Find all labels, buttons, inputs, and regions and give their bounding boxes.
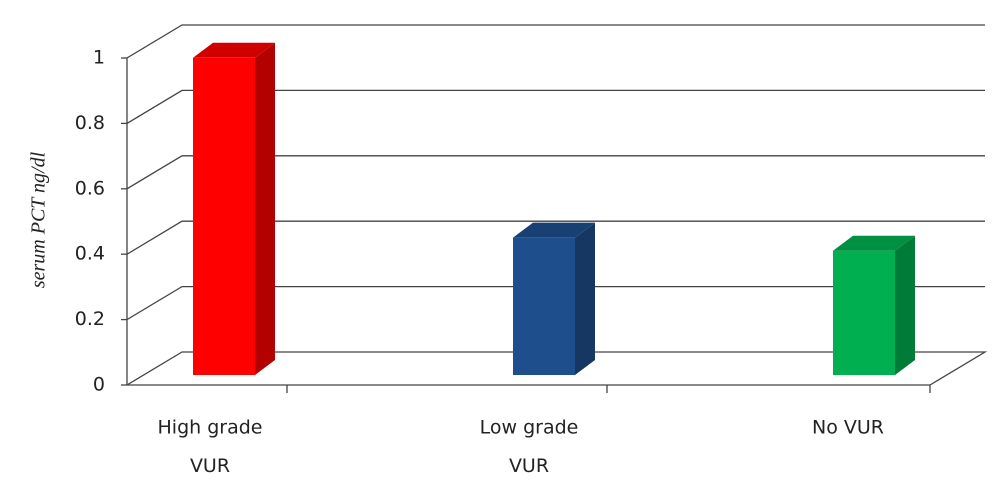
bar-front <box>513 237 575 375</box>
bar-top <box>193 42 275 58</box>
bar-top <box>513 222 595 238</box>
x-tick-label-line: VUR <box>190 455 230 477</box>
bar <box>833 235 915 375</box>
bar-side <box>255 42 275 376</box>
bar-front <box>193 57 255 376</box>
y-tick-label: 0.6 <box>75 177 105 199</box>
grid-line <box>126 24 985 59</box>
grid-line <box>126 89 985 124</box>
x-tick-label: High grade VUR <box>158 417 263 477</box>
bar <box>513 222 595 375</box>
x-tick-label-line: VUR <box>509 455 549 477</box>
bar <box>193 42 275 376</box>
x-tick-label: Low grade VUR <box>480 417 579 477</box>
grid-line <box>126 220 985 255</box>
grid-line <box>126 285 985 321</box>
y-tick-label: 0.8 <box>75 112 105 134</box>
bar-front <box>833 250 895 375</box>
x-tick-label: No VUR <box>812 417 884 439</box>
y-tick-label: 0 <box>93 374 105 396</box>
y-axis-label: serum PCT ng/dl <box>28 151 50 288</box>
grid-line <box>126 155 985 190</box>
bar-top <box>833 235 915 251</box>
y-tick-label: 1 <box>93 47 105 69</box>
bar-side <box>575 222 595 375</box>
y-tick-label: 0.2 <box>75 308 105 330</box>
bar-side <box>895 235 915 375</box>
y-tick-label: 0.4 <box>75 243 105 265</box>
